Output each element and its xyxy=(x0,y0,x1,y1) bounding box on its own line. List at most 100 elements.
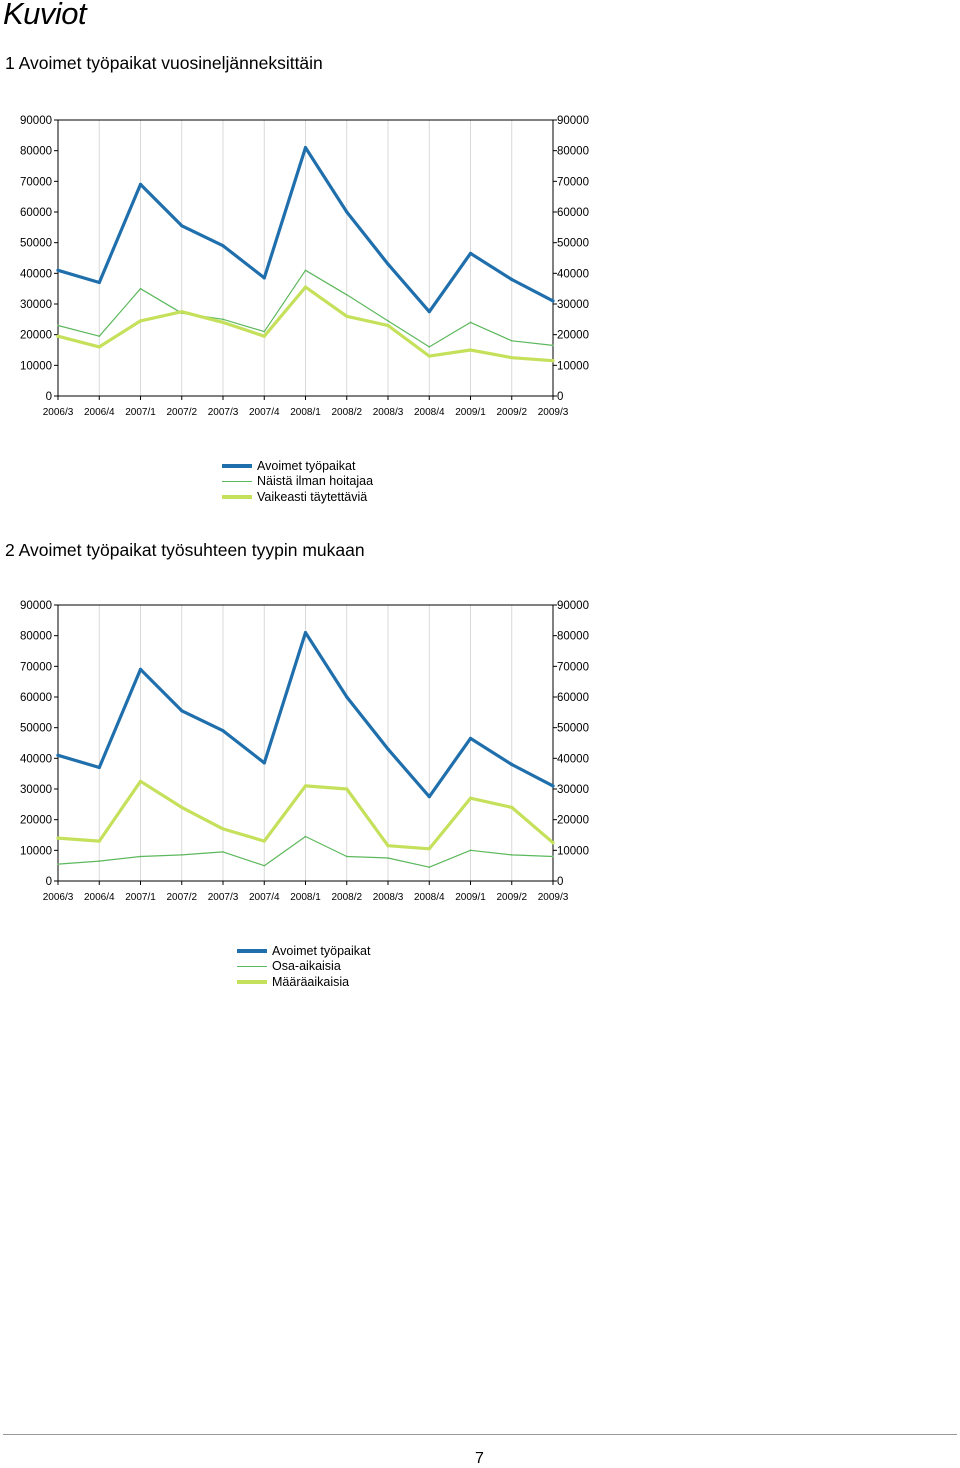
y-tick-label-right: 90000 xyxy=(557,600,589,612)
y-tick-label: 70000 xyxy=(20,176,52,188)
y-tick-label-right: 40000 xyxy=(557,268,589,280)
data-point xyxy=(221,827,225,831)
data-point xyxy=(510,277,514,282)
data-point xyxy=(138,779,143,783)
legend-swatch xyxy=(222,494,252,499)
y-tick-label-right: 0 xyxy=(557,391,563,403)
y-tick-label-right: 30000 xyxy=(557,299,589,311)
data-point xyxy=(97,765,101,770)
legend-swatch xyxy=(222,480,252,482)
data-point xyxy=(138,319,143,323)
data-point xyxy=(469,849,472,852)
chart-1: 0 0 10000 10000 20000 20000 30000 30000 40000 400… xyxy=(20,115,589,418)
y-tick-label: 70000 xyxy=(20,661,52,673)
data-point xyxy=(510,854,513,856)
figure-2-caption: 2 Avoimet työpaikat työsuhteen tyypin mu… xyxy=(5,540,365,560)
data-point xyxy=(510,805,514,809)
legend-item: Vaikeasti täytettäviä xyxy=(222,489,373,505)
chart-2: 0 0 10000 10000 20000 20000 30000 30000 40000 400… xyxy=(20,600,589,903)
y-tick-label: 50000 xyxy=(20,238,52,250)
data-point xyxy=(386,262,390,266)
data-point xyxy=(387,857,389,859)
y-tick-label-right: 20000 xyxy=(557,815,589,827)
data-point xyxy=(427,310,431,314)
data-point xyxy=(551,359,555,363)
data-point xyxy=(221,320,225,324)
x-tick-label: 2006/3 xyxy=(43,892,74,903)
x-tick-label: 2007/3 xyxy=(208,892,239,903)
y-tick-label: 50000 xyxy=(20,723,52,735)
x-tick-label: 2009/1 xyxy=(455,892,486,903)
data-point xyxy=(427,354,431,358)
figure-1-caption: 1 Avoimet työpaikat vuosineljänneksittäi… xyxy=(5,53,323,73)
y-tick-label: 20000 xyxy=(20,330,52,342)
y-tick-label-right: 50000 xyxy=(557,238,589,250)
y-tick-label: 10000 xyxy=(20,845,52,857)
y-tick-label-right: 30000 xyxy=(557,784,589,796)
y-tick-label-right: 70000 xyxy=(557,176,589,188)
data-point xyxy=(97,345,101,349)
y-tick-label-right: 10000 xyxy=(557,845,589,857)
data-point xyxy=(262,276,266,280)
y-tick-label-right: 50000 xyxy=(557,723,589,735)
y-tick-label: 60000 xyxy=(20,692,52,704)
y-tick-label-right: 40000 xyxy=(557,753,589,765)
x-tick-label: 2008/2 xyxy=(331,407,362,418)
x-tick-label: 2008/3 xyxy=(373,892,404,903)
data-point xyxy=(345,855,348,858)
data-point xyxy=(510,762,514,767)
data-point xyxy=(469,321,472,324)
x-tick-label: 2009/2 xyxy=(496,892,527,903)
data-point xyxy=(139,287,142,290)
data-point xyxy=(222,318,224,321)
data-point xyxy=(180,310,184,314)
y-tick-label: 60000 xyxy=(20,207,52,219)
x-tick-label: 2006/3 xyxy=(43,407,74,418)
x-tick-label: 2009/1 xyxy=(455,407,486,418)
x-tick-label: 2008/1 xyxy=(290,407,321,418)
data-point xyxy=(180,854,183,856)
data-point xyxy=(139,855,142,858)
data-point xyxy=(552,855,554,858)
data-point xyxy=(345,787,349,791)
data-point xyxy=(180,709,184,713)
legend-label: Määräaikaisia xyxy=(272,974,350,989)
data-point xyxy=(428,346,431,348)
data-point xyxy=(551,784,555,788)
y-tick-label-right: 10000 xyxy=(557,360,589,372)
y-tick-label: 0 xyxy=(46,391,52,403)
legend-label: Avoimet työpaikat xyxy=(272,943,371,958)
data-point xyxy=(303,146,308,150)
y-tick-label: 30000 xyxy=(20,784,52,796)
x-tick-label: 2007/4 xyxy=(249,892,280,903)
data-point xyxy=(552,344,554,347)
data-point xyxy=(303,631,308,635)
data-point xyxy=(303,784,308,788)
data-point xyxy=(97,280,101,285)
data-point xyxy=(345,314,349,318)
data-point xyxy=(56,836,60,840)
x-tick-label: 2007/1 xyxy=(125,407,156,418)
y-tick-label-right: 90000 xyxy=(557,115,589,127)
data-point xyxy=(262,839,266,843)
chart-2-legend: Avoimet työpaikat Osa-aikaisia Määräaikais… xyxy=(237,943,370,990)
data-point xyxy=(510,356,514,360)
data-point xyxy=(427,795,431,799)
legend-label: Avoimet työpaikat xyxy=(257,458,356,473)
legend-item: Avoimet työpaikat xyxy=(222,458,373,474)
data-point xyxy=(180,224,184,228)
data-point xyxy=(304,835,307,838)
data-point xyxy=(345,695,349,699)
data-point xyxy=(386,747,390,751)
y-tick-label: 40000 xyxy=(20,268,52,280)
y-tick-label: 80000 xyxy=(20,146,52,158)
data-point xyxy=(345,294,348,296)
data-point xyxy=(304,269,307,272)
data-point xyxy=(56,753,60,757)
data-point xyxy=(262,334,266,338)
data-point xyxy=(263,330,266,333)
data-point xyxy=(387,320,389,322)
data-point xyxy=(551,841,555,845)
data-point xyxy=(57,324,59,327)
data-point xyxy=(98,335,101,337)
